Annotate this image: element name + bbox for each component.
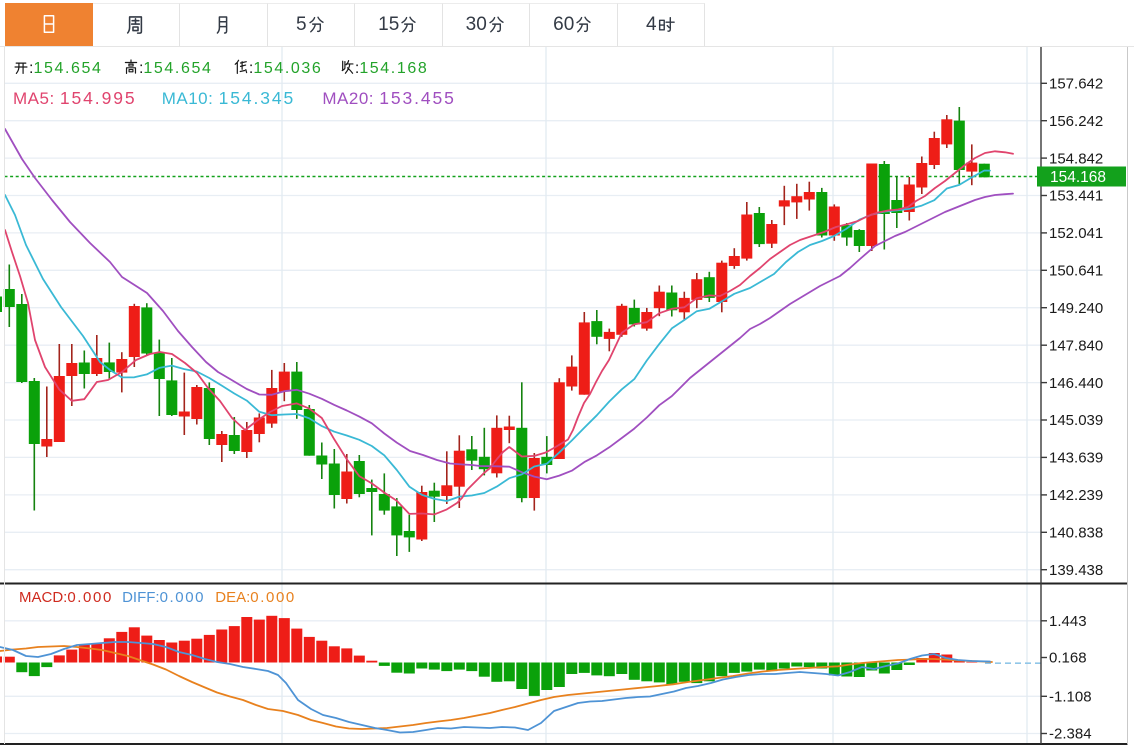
- svg-text:145.039: 145.039: [1049, 412, 1103, 429]
- svg-text:0.168: 0.168: [1049, 650, 1087, 667]
- svg-text:143.639: 143.639: [1049, 450, 1103, 467]
- svg-text:147.840: 147.840: [1049, 337, 1103, 354]
- svg-text:154.842: 154.842: [1049, 150, 1103, 167]
- svg-text:1.443: 1.443: [1049, 613, 1087, 630]
- svg-text:-1.108: -1.108: [1049, 689, 1092, 706]
- svg-text:139.438: 139.438: [1049, 562, 1103, 579]
- svg-text:157.642: 157.642: [1049, 76, 1103, 93]
- svg-text:140.838: 140.838: [1049, 525, 1103, 542]
- svg-text:150.641: 150.641: [1049, 263, 1103, 280]
- svg-text:152.041: 152.041: [1049, 225, 1103, 242]
- svg-text:142.239: 142.239: [1049, 487, 1103, 504]
- svg-text:-2.384: -2.384: [1049, 726, 1092, 743]
- svg-text:154.168: 154.168: [1050, 169, 1106, 186]
- svg-text:146.440: 146.440: [1049, 375, 1103, 392]
- svg-text:156.242: 156.242: [1049, 113, 1103, 130]
- svg-text:153.441: 153.441: [1049, 188, 1103, 205]
- svg-text:149.240: 149.240: [1049, 300, 1103, 317]
